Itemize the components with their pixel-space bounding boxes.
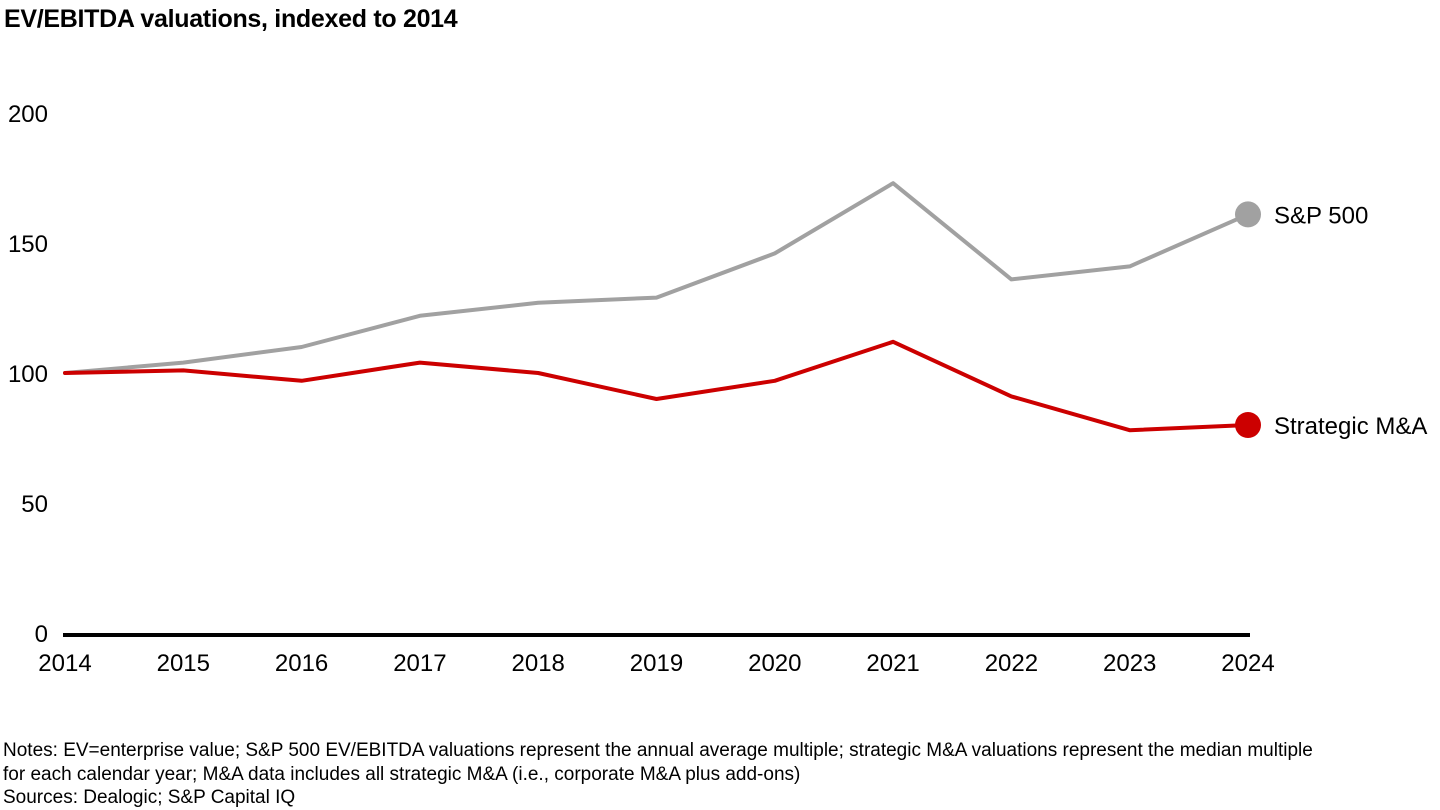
y-tick-label-100: 100 xyxy=(8,361,48,388)
y-tick-label-0: 0 xyxy=(35,621,48,648)
x-tick-label-2021: 2021 xyxy=(866,650,919,677)
x-tick-label-2020: 2020 xyxy=(748,650,801,677)
series-label-strategic-m-a: Strategic M&A xyxy=(1274,413,1427,440)
sources-line: Sources: Dealogic; S&P Capital IQ xyxy=(3,787,296,808)
end-marker-strategic-m-a xyxy=(1235,412,1261,438)
x-tick-label-2024: 2024 xyxy=(1221,650,1274,677)
x-tick-label-2015: 2015 xyxy=(157,650,210,677)
y-tick-label-200: 200 xyxy=(8,101,48,128)
notes-line-1: Notes: EV=enterprise value; S&P 500 EV/E… xyxy=(3,740,1313,761)
x-tick-label-2017: 2017 xyxy=(393,650,446,677)
y-tick-label-150: 150 xyxy=(8,231,48,258)
x-tick-label-2019: 2019 xyxy=(630,650,683,677)
end-marker-s-p-500 xyxy=(1235,201,1261,228)
series-label-s-p-500: S&P 500 xyxy=(1274,202,1368,229)
series-line-s-p-500 xyxy=(63,181,1250,375)
x-tick-label-2014: 2014 xyxy=(38,650,91,677)
y-tick-label-50: 50 xyxy=(21,491,48,518)
notes-line-2: for each calendar year; M&A data include… xyxy=(3,763,801,785)
x-tick-label-2023: 2023 xyxy=(1103,650,1156,677)
footnotes-block: Notes: EV=enterprise value; S&P 500 EV/E… xyxy=(3,739,1439,810)
series-line-strategic-m-a xyxy=(63,339,1250,433)
x-tick-label-2016: 2016 xyxy=(275,650,328,677)
chart-title: EV/EBITDA valuations, indexed to 2014 xyxy=(4,5,458,33)
x-tick-label-2022: 2022 xyxy=(985,650,1038,677)
x-tick-label-2018: 2018 xyxy=(512,650,565,677)
